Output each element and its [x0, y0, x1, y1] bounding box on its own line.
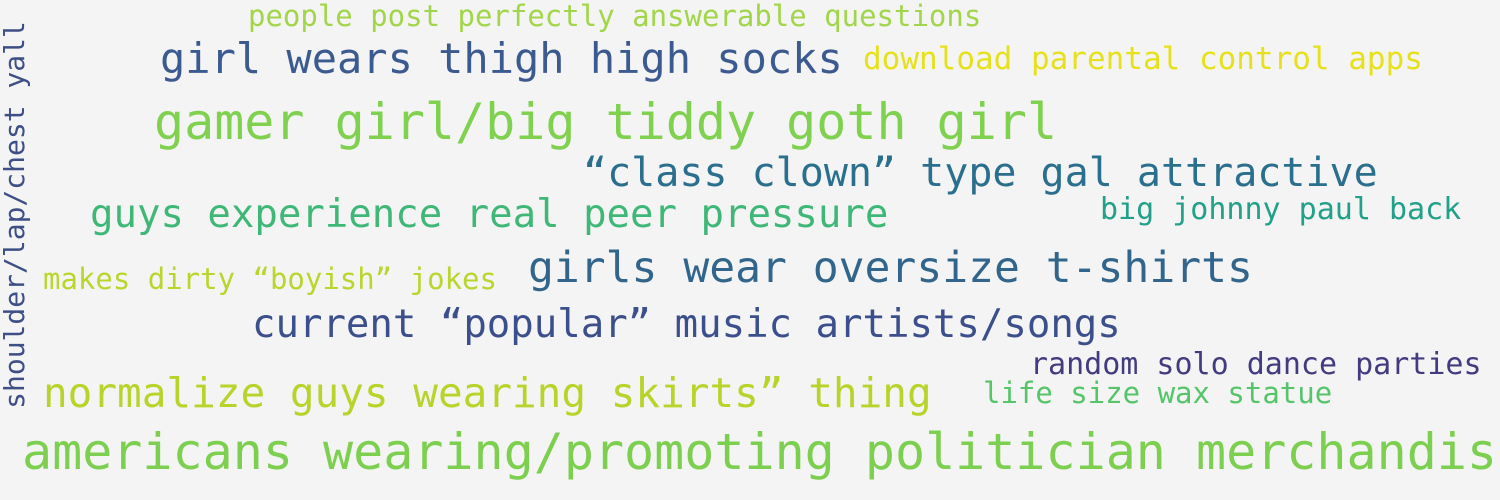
word-cloud-term: life size wax statue	[983, 376, 1333, 410]
word-cloud-term: download parental control apps	[863, 41, 1423, 77]
word-cloud-term: americans wearing/promoting politician m…	[22, 423, 1500, 481]
word-cloud-term: gamer girl/big tiddy goth girl	[154, 93, 1058, 151]
vertical-term-container: shoulder/lap/chest yall	[0, 0, 31, 430]
word-cloud-term: current “popular” music artists/songs	[252, 302, 1121, 347]
word-cloud-term: people post perfectly answerable questio…	[248, 0, 982, 33]
word-cloud-term: makes dirty “boyish” jokes	[43, 262, 497, 296]
word-cloud-term: girls wear oversize t-shirts	[528, 243, 1253, 293]
word-cloud-term-vertical: shoulder/lap/chest yall	[0, 21, 31, 409]
word-cloud-term: girl wears thigh high socks	[160, 34, 843, 83]
word-cloud-term: guys experience real peer pressure	[90, 192, 889, 237]
word-cloud-term: “class clown” type gal attractive	[583, 150, 1378, 196]
word-cloud-term: random solo dance parties	[1030, 347, 1482, 382]
word-cloud-term: normalize guys wearing skirts” thing	[43, 369, 932, 417]
word-cloud-term: big johnny paul back	[1100, 192, 1462, 227]
